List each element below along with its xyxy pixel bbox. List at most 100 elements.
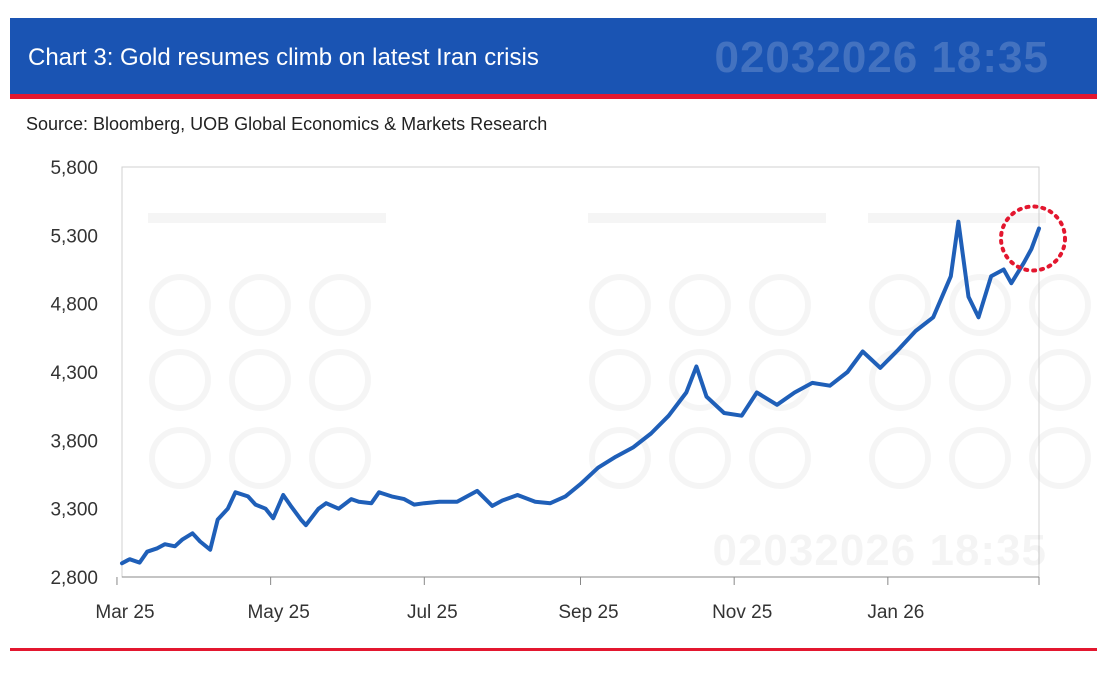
data-point [437,500,441,504]
x-tick-label: Sep 25 [558,602,618,623]
watermark-ring [1029,349,1091,411]
data-point [722,411,726,415]
data-point [475,489,479,493]
x-tick-label: Nov 25 [712,602,772,623]
x-tick-label: Mar 25 [95,602,154,623]
watermark-ring [669,274,731,336]
data-point [596,466,600,470]
data-point [337,507,341,511]
data-point [233,490,237,494]
header-accent-line [10,94,1097,99]
series-layer [120,219,1041,566]
data-point [896,348,900,352]
watermark-ring [1029,427,1091,489]
watermark-ring [669,427,731,489]
data-point [684,391,688,394]
watermark-ring [309,349,371,411]
data-point [649,432,653,435]
x-tick-label: Jan 26 [867,602,924,623]
data-point [289,504,293,508]
data-point [412,503,416,507]
data-point [793,391,797,394]
data-point [155,546,159,550]
data-point [173,544,177,548]
data-point [145,550,149,554]
data-point [614,455,618,459]
data-point [516,493,519,497]
watermark-ring [869,427,931,489]
watermark-ring [309,274,371,336]
chart-title: Chart 3: Gold resumes climb on latest Ir… [28,44,539,71]
data-point [299,518,303,522]
x-tick-label: May 25 [247,602,309,623]
watermark-bar [588,213,826,223]
data-point [914,329,918,333]
data-point [631,445,635,449]
data-point [861,350,865,353]
data-point [357,500,361,504]
data-point [740,414,744,418]
data-point [402,497,406,501]
data-point [120,561,124,565]
data-point [931,315,935,319]
data-point [828,384,832,388]
data-point [198,540,202,543]
watermark-ring [749,427,811,489]
watermark-ring [229,349,291,411]
data-point [317,507,320,511]
data-point [422,501,426,505]
data-point [846,370,849,374]
data-point [271,516,275,520]
watermark-ring [749,274,811,336]
data-point [304,523,308,527]
data-point [1002,268,1006,271]
data-point [1022,261,1026,265]
background-watermark [148,213,1091,489]
data-point [694,365,698,368]
watermark-ring [589,274,651,336]
data-point [138,561,142,565]
data-point [455,500,459,504]
watermark-ring [589,349,651,411]
watermark-ring [869,274,931,336]
watermark-ring [309,427,371,489]
watermark-ring [669,349,731,411]
data-point [956,220,960,224]
data-point [563,494,567,498]
watermark-ring [149,349,211,411]
data-point [254,503,257,507]
watermark-bar [148,213,386,223]
y-tick-label: 5,300 [50,226,98,247]
data-point [1009,281,1013,285]
watermark-ring [949,274,1011,336]
data-point [349,497,353,501]
data-point [705,395,708,399]
watermark-bar [868,213,1046,223]
data-point [369,501,373,505]
gold-price-line [120,219,1041,566]
data-point [128,557,132,561]
data-point [1037,227,1041,230]
data-point [246,494,250,498]
x-axis: Mar 25 May 25 Jul 25 Sep 25 Nov 25 Jan 26 [95,576,1040,623]
data-point [490,504,494,508]
footer-accent-line [10,648,1097,651]
data-point [208,548,212,552]
highlight-circle [999,204,1067,273]
watermark-ring [949,349,1011,411]
plot-area [121,166,1040,578]
watermark-ring [869,349,931,411]
data-point [579,482,582,486]
watermark-ring [749,349,811,411]
data-point [264,507,268,511]
watermark-ring [589,427,651,489]
watermark-ring [1029,274,1091,336]
y-tick-label: 4,300 [50,363,98,384]
watermark-ring [229,274,291,336]
data-point [191,531,194,535]
y-axis: 2,800 3,300 3,800 4,300 4,800 5,300 5,800 [50,158,98,589]
data-point [667,414,671,418]
y-tick-label: 3,800 [50,431,98,452]
watermark-ring [149,274,211,336]
